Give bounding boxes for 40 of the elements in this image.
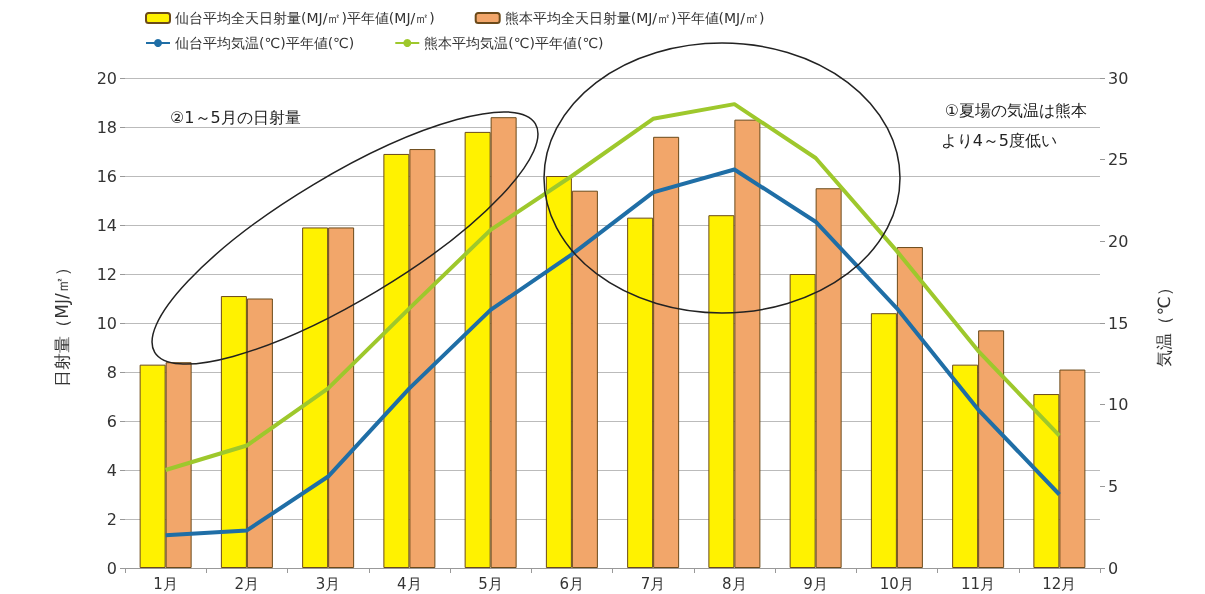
x-tick-label: 6月 — [559, 574, 585, 593]
y2-tick-label: 15 — [1108, 313, 1129, 333]
y-tick-label: 12 — [96, 264, 117, 284]
y-axis-title: 日射量（MJ/㎡） — [51, 259, 72, 387]
legend-label: 仙台平均気温(℃)平年値(℃) — [175, 35, 355, 51]
y-tick-label: 0 — [106, 558, 117, 578]
x-tick-label: 7月 — [640, 574, 666, 593]
y-tick-label: 10 — [96, 313, 117, 333]
x-tick-label: 9月 — [803, 574, 828, 593]
y2-tick-label: 10 — [1108, 395, 1129, 415]
y2-axis-title: 気温（℃） — [1153, 279, 1174, 367]
x-tick-label: 4月 — [397, 574, 422, 593]
y-tick-label: 16 — [96, 166, 117, 186]
x-tick-label: 2月 — [234, 574, 260, 593]
y-tick-label: 8 — [106, 362, 117, 382]
line-series — [163, 167, 1062, 538]
y2-tick-label: 20 — [1108, 231, 1129, 251]
y-tick-label: 14 — [96, 215, 117, 235]
y2-tick-label: 25 — [1108, 150, 1129, 170]
annotation: より4～5度低い — [940, 130, 1057, 150]
y-tick-label: 20 — [96, 68, 117, 88]
y2-tick-label: 0 — [1108, 558, 1119, 578]
x-tick-label: 8月 — [722, 574, 747, 593]
y2-tick-label: 5 — [1108, 476, 1119, 496]
y-tick-label: 4 — [106, 460, 117, 480]
annotation: ①夏場の気温は熊本 — [944, 100, 1087, 120]
x-tick-label: 12月 — [1042, 574, 1077, 593]
x-tick-label: 10月 — [879, 574, 914, 593]
y-tick-label: 18 — [96, 117, 117, 137]
annotation: ②1～5月の日射量 — [170, 107, 301, 127]
x-tick-label: 3月 — [315, 574, 341, 593]
legend-label: 熊本平均全天日射量(MJ/㎡)平年値(MJ/㎡) — [504, 10, 765, 26]
legend-label: 仙台平均全天日射量(MJ/㎡)平年値(MJ/㎡) — [175, 10, 435, 26]
y2-tick-label: 30 — [1108, 68, 1129, 88]
y-tick-label: 6 — [106, 411, 117, 431]
y-tick-label: 2 — [106, 509, 117, 529]
legend-label: 熊本平均気温(℃)平年値(℃) — [424, 35, 604, 51]
x-tick-label: 1月 — [153, 574, 178, 593]
x-tick-label: 5月 — [478, 574, 503, 593]
x-tick-label: 11月 — [961, 574, 996, 593]
